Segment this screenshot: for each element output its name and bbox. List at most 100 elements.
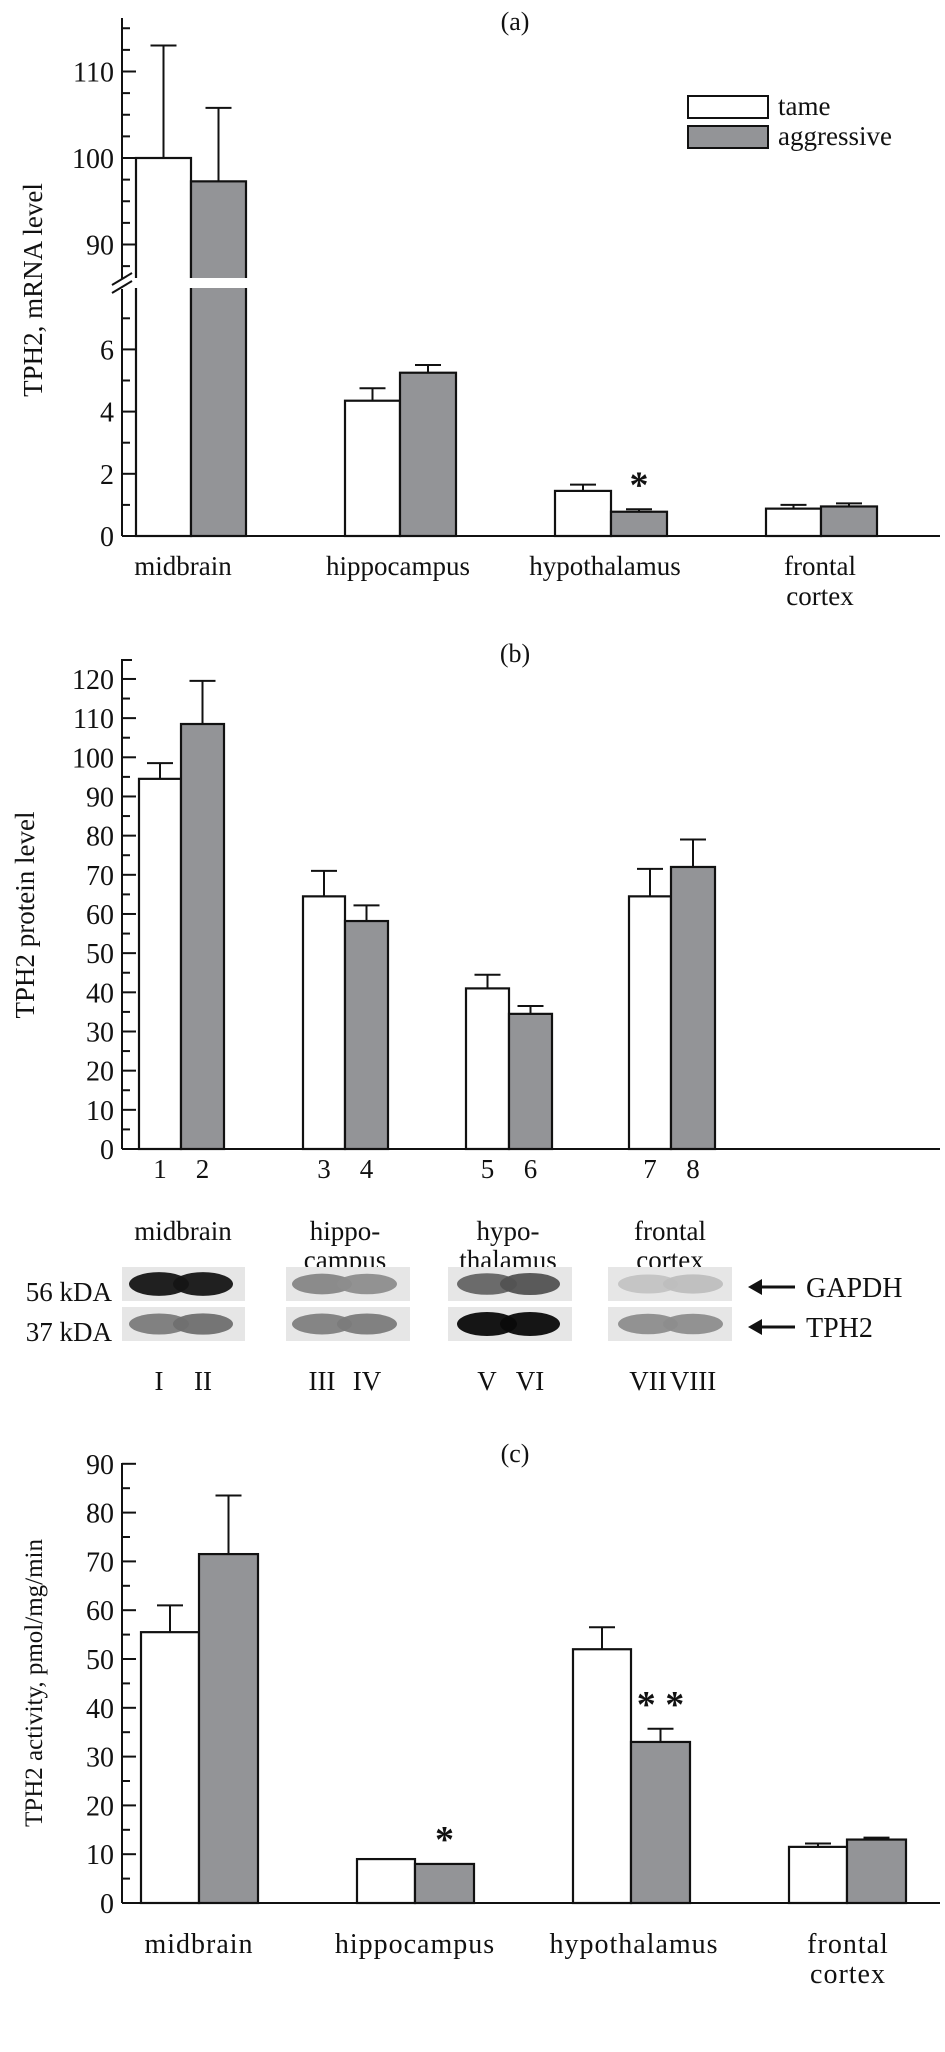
blot-band-TPH2 [500,1312,560,1336]
blot-lane-label: I [155,1366,164,1396]
y-axis-label: TPH2 protein level [10,812,40,1019]
y-tick-label: 80 [86,822,114,853]
y-tick-label: 4 [100,398,114,429]
x-category-label: hippo- [310,1216,381,1246]
panel-title-b: (b) [500,639,530,668]
x-category-label: frontal [634,1216,706,1246]
blot-band-GAPDH [457,1273,517,1295]
bar-aggressive-frontal-cortex [845,1838,908,1905]
arrow-head-icon [748,1319,762,1335]
bar-aggressive-hypothalamus [507,1012,554,1151]
y-tick-label: 0 [100,1889,114,1920]
lane-number: 1 [153,1154,167,1184]
blot-band-GAPDH [663,1274,723,1294]
blot-band-TPH2 [292,1313,352,1335]
lane-number: 6 [524,1154,538,1184]
y-tick-label: 100 [72,743,114,774]
blot-protein-label: TPH2 [806,1313,873,1344]
panel-title-a: (a) [501,7,530,36]
x-category-label: hippocampus [335,1929,495,1960]
lane-number: 4 [360,1154,374,1184]
arrow-head-icon [748,1279,762,1295]
blot-band-TPH2 [457,1312,517,1336]
y-tick-label: 50 [86,939,114,970]
blot-band-TPH2 [663,1313,723,1335]
x-category-label: hypothalamus [529,551,680,581]
bar-aggressive-hippocampus [413,1862,476,1905]
y-tick-label: 90 [86,1450,114,1481]
bar-tame-hypothalamus [464,987,511,1151]
bar-aggressive-hypothalamus [609,510,669,538]
significance-marker: * * [637,1684,685,1726]
blot-band-GAPDH [292,1273,352,1295]
bar-tame-midbrain [139,1631,201,1905]
blot-band-GAPDH [173,1272,233,1296]
bar-aggressive-hippocampus [398,371,458,538]
y-tick-label: 50 [86,1645,114,1676]
axis-break-icon [111,272,133,294]
lane-number: 8 [686,1154,700,1184]
bar-aggressive-midbrain [197,1552,260,1905]
blot-band-TPH2 [173,1313,233,1335]
legend-label-aggressive: aggressive [778,121,892,151]
y-tick-label: 60 [86,1596,114,1627]
bar-tame-midbrain [134,156,193,538]
lane-number: 7 [643,1154,657,1184]
y-tick-label: 10 [86,1840,114,1871]
y-tick-label: 0 [100,522,114,553]
legend-swatch-tame [687,95,769,119]
y-tick-label: 60 [86,900,114,931]
y-tick-label: 20 [86,1057,114,1088]
significance-marker: * [630,464,649,506]
blot-lane-label: III [309,1366,336,1396]
y-tick-label: 100 [72,144,114,175]
y-tick-label: 70 [86,861,114,892]
legend-label-tame: tame [778,91,830,121]
lane-number: 5 [481,1154,495,1184]
y-tick-label: 80 [86,1499,114,1530]
y-tick-label: 110 [73,58,114,89]
blot-band-TPH2 [129,1313,189,1335]
y-tick-label: 6 [100,335,114,366]
x-category-label: midbrain [134,551,232,581]
bar-tame-hippocampus [343,399,402,538]
y-tick-label: 30 [86,1017,114,1048]
blot-band-GAPDH [618,1274,678,1294]
bar-aggressive-midbrain [189,180,248,538]
bar-aggressive-frontal-cortex [669,865,717,1151]
legend-swatch-aggressive [687,125,769,149]
bar-aggressive-hippocampus [343,919,390,1151]
y-tick-label: 2 [100,460,114,491]
bar-tame-frontal-cortex [787,1845,849,1905]
blot-lane-label: VI [516,1366,545,1396]
bar-tame-frontal-cortex [627,895,673,1151]
bar-aggressive-frontal-cortex [819,505,879,538]
bar-aggressive-hypothalamus [629,1740,692,1905]
lane-number: 3 [317,1154,331,1184]
panel-title-c: (c) [501,1439,530,1468]
blot-lane-label: II [194,1366,212,1396]
bar-break-gap [134,278,250,288]
blot-protein-label: GAPDH [806,1273,902,1304]
y-tick-label: 20 [86,1791,114,1822]
blot-lane-label: V [477,1366,497,1396]
blot-lane-label: VIII [670,1366,716,1396]
y-tick-label: 30 [86,1743,114,1774]
y-tick-label: 10 [86,1096,114,1127]
x-category-label: midbrain [134,1216,232,1246]
bar-tame-hippocampus [355,1857,417,1905]
x-category-label: midbrain [144,1929,253,1960]
blot-band-GAPDH [500,1272,560,1296]
x-category-label: frontal [784,551,856,581]
lane-number: 2 [196,1154,210,1184]
bar-tame-hypothalamus [553,489,613,538]
y-tick-label: 40 [86,978,114,1009]
bar-tame-hippocampus [301,895,347,1151]
y-tick-label: 70 [86,1547,114,1578]
x-category-label: cortex [810,1959,886,1990]
y-tick-label: 90 [86,782,114,813]
molecular-weight-label: 37 kDA [26,1317,113,1347]
blot-band-TPH2 [337,1313,397,1335]
y-tick-label: 120 [72,665,114,696]
